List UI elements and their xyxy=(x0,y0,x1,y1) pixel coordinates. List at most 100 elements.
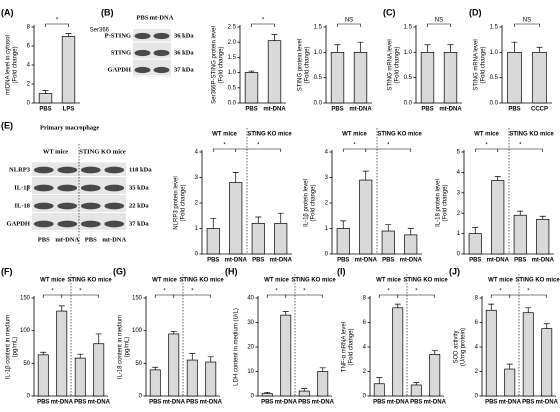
x-tick-label: PBS xyxy=(186,400,198,406)
significance-bracket xyxy=(365,148,412,152)
x-tick-label: mt-DNA xyxy=(88,400,111,406)
error-bar xyxy=(488,303,495,311)
protein-label: P-STING xyxy=(105,32,131,39)
significance-bracket xyxy=(154,294,175,298)
error-bar xyxy=(385,224,392,232)
panel-label: (E) xyxy=(1,120,13,130)
y-tick-label: 8 xyxy=(475,296,479,302)
x-tick-label: PBS xyxy=(39,107,51,113)
y-tick-label: 1.0 xyxy=(490,50,499,56)
lane-label: PBS xyxy=(85,236,97,243)
blot-band xyxy=(104,184,125,192)
protein-label: STING xyxy=(111,49,131,56)
group-label: STING KO mice xyxy=(403,278,448,284)
y-axis-label: (Fold change) xyxy=(181,184,187,221)
group-label: WT mice xyxy=(152,278,177,284)
x-tick-label: mt-DNA xyxy=(51,400,74,406)
y-tick-label: 1.0 xyxy=(314,50,323,56)
x-tick-label: PBS xyxy=(37,400,49,406)
bar xyxy=(330,51,345,104)
bar xyxy=(186,359,198,397)
y-tick-label: 50 xyxy=(135,361,142,367)
significance-bracket xyxy=(514,23,540,27)
y-tick-label: 4 xyxy=(475,345,479,351)
x-tick-label: PBS xyxy=(373,400,385,406)
x-tick-label: mt-DNA xyxy=(487,258,510,264)
error-bar xyxy=(232,172,239,183)
y-tick-label: 6 xyxy=(363,320,367,326)
bar xyxy=(485,309,497,397)
blot-band xyxy=(134,49,151,57)
x-tick-label: mt-DNA xyxy=(349,107,372,113)
blot-band xyxy=(134,32,151,40)
error-bar xyxy=(271,34,278,41)
error-bar xyxy=(210,217,217,229)
y-axis-label: (pg/mL) xyxy=(13,337,19,358)
kda-label: 36 kDa xyxy=(174,49,194,56)
kda-label: 37 kDa xyxy=(129,220,149,227)
bar xyxy=(298,390,310,397)
y-axis-label: (Fold change) xyxy=(13,46,19,83)
blot-band xyxy=(80,166,101,174)
x-tick-label: PBS xyxy=(508,107,520,113)
x-tick-label: PBS xyxy=(410,400,422,406)
kda-label: 22 kDa xyxy=(129,202,149,209)
y-tick-label: 0.0 xyxy=(314,101,323,107)
bar xyxy=(56,310,68,397)
y-tick-label: 4 xyxy=(195,150,199,156)
x-tick-label: PBS xyxy=(522,400,534,406)
significance-label: * xyxy=(79,289,82,295)
panel-label: (H) xyxy=(225,266,238,276)
blot-band xyxy=(57,202,78,210)
bar xyxy=(267,40,282,104)
y-tick-label: 4 xyxy=(457,170,461,176)
error-bar xyxy=(447,44,454,53)
x-tick-label: PBS xyxy=(421,107,433,113)
significance-label: * xyxy=(275,289,278,295)
blot-band xyxy=(33,202,54,210)
x-tick-label: PBS xyxy=(382,258,394,264)
blot-band xyxy=(57,166,78,174)
x-tick-label: mt-DNA xyxy=(536,400,559,406)
x-tick-label: mt-DNA xyxy=(263,107,286,113)
x-tick-label: PBS xyxy=(245,107,257,113)
blot-band xyxy=(104,202,125,210)
significance-bracket xyxy=(497,148,544,152)
y-axis-label: (Fold change) xyxy=(311,184,317,221)
blot-band xyxy=(33,184,54,192)
significance-label: * xyxy=(485,143,488,149)
y-tick-label: 0 xyxy=(27,394,31,400)
y-tick-label: 10 xyxy=(247,369,254,375)
bar xyxy=(74,357,86,397)
group-label: WT mice xyxy=(342,132,367,138)
x-tick-label: mt-DNA xyxy=(355,258,378,264)
error-bar xyxy=(525,307,532,313)
group-label: STING KO mice xyxy=(179,278,224,284)
y-tick-label: 20 xyxy=(247,345,254,351)
y-axis-label: (Fold change) xyxy=(395,46,401,83)
y-tick-label: 4 xyxy=(325,150,329,156)
y-axis-label: NLRP3 protein level xyxy=(174,176,180,229)
bar xyxy=(504,368,516,397)
bar xyxy=(429,354,441,397)
significance-label: * xyxy=(387,289,390,295)
error-bar xyxy=(255,216,262,224)
error-bar xyxy=(65,33,72,37)
y-tick-label: 0.0 xyxy=(404,101,413,107)
y-tick-label: 150 xyxy=(20,296,31,302)
significance-bracket xyxy=(509,294,548,298)
x-tick-label: mt-DNA xyxy=(499,400,522,406)
blot-band xyxy=(80,202,101,210)
y-tick-label: 2 xyxy=(195,201,199,207)
x-tick-label: mt-DNA xyxy=(225,258,248,264)
bar xyxy=(420,51,435,104)
panel-label: (G) xyxy=(113,266,126,276)
y-tick-label: 1 xyxy=(195,226,199,232)
y-tick-label: 0 xyxy=(27,101,31,107)
y-tick-label: 100 xyxy=(20,328,31,334)
y-tick-label: 4 xyxy=(27,63,31,69)
bar xyxy=(468,233,482,255)
x-tick-label: PBS xyxy=(252,258,264,264)
x-tick-label: LPS xyxy=(63,107,75,113)
error-bar xyxy=(264,391,271,394)
